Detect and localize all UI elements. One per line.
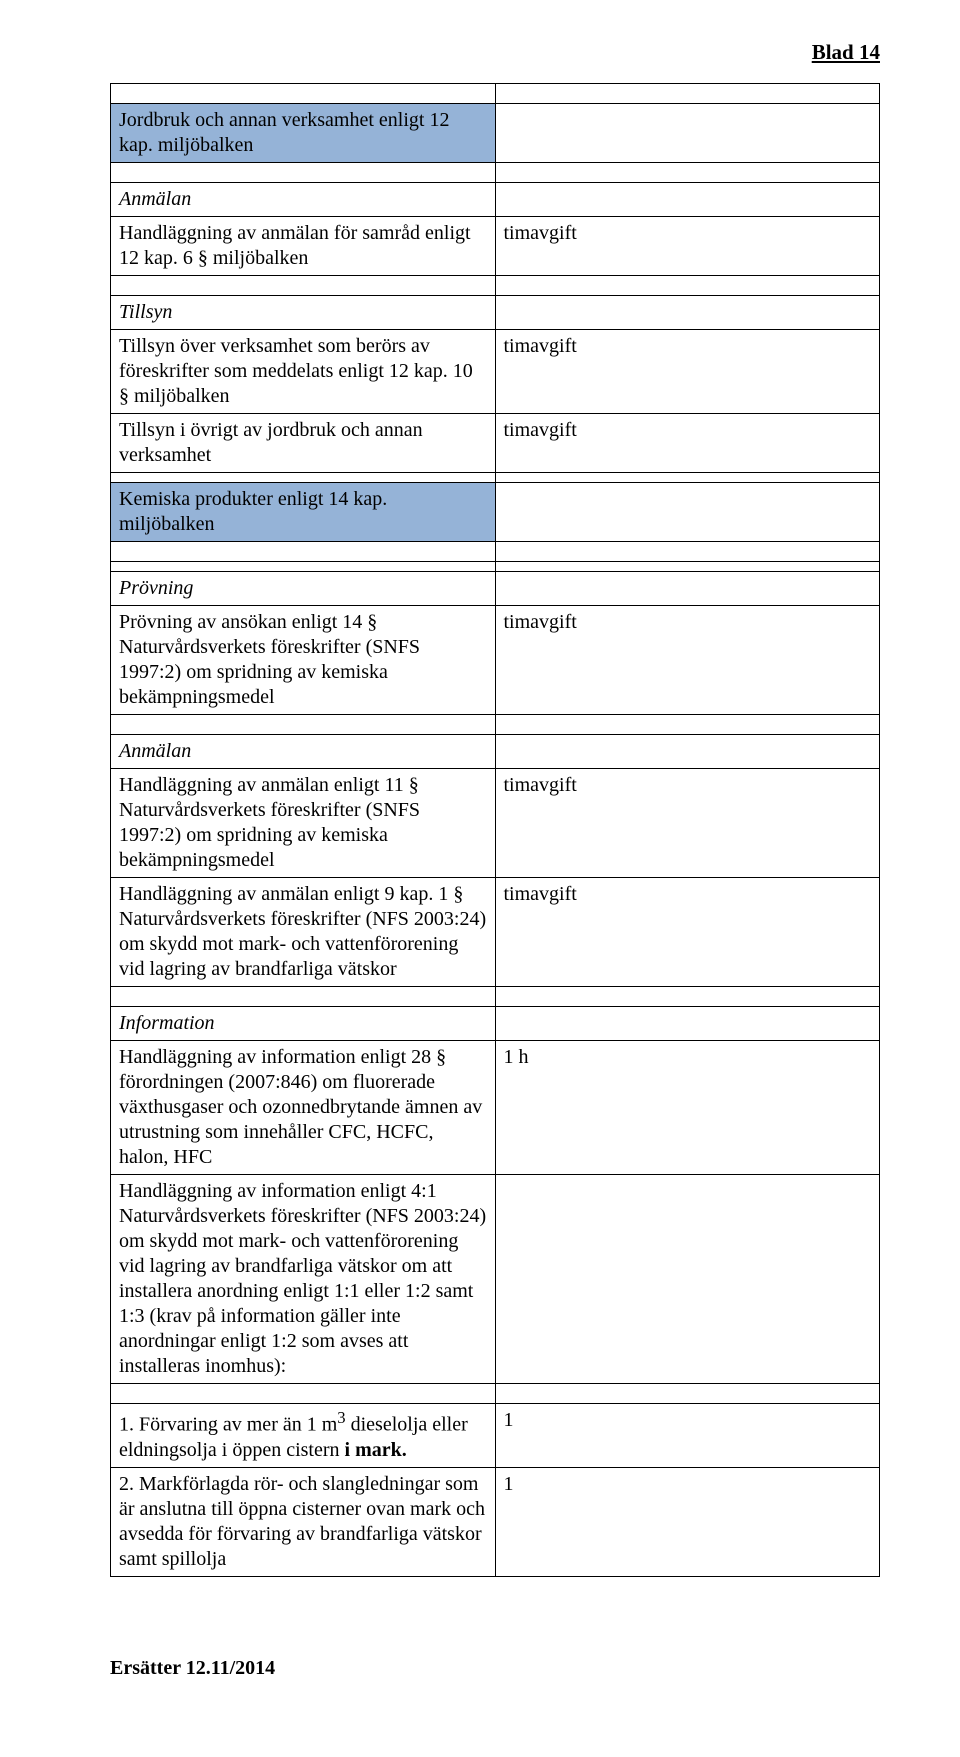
cell-empty [111, 276, 496, 296]
cell-empty [495, 483, 880, 542]
section-header-row: Jordbruk och annan verksamhet enligt 12 … [111, 104, 880, 163]
cell-empty [495, 572, 880, 606]
cell-text: Handläggning av anmälan enligt 11 § Natu… [111, 769, 496, 878]
cell-value: timavgift [495, 769, 880, 878]
table-row: Handläggning av information enligt 28 § … [111, 1041, 880, 1175]
regulation-table: Jordbruk och annan verksamhet enligt 12 … [110, 83, 880, 1577]
table-row [111, 84, 880, 104]
cell-value: 1 h [495, 1041, 880, 1175]
cell-empty [111, 562, 496, 572]
cell-empty [495, 473, 880, 483]
cell-empty [111, 1384, 496, 1404]
cell-text: Handläggning av information enligt 28 § … [111, 1041, 496, 1175]
cell-empty [111, 163, 496, 183]
cell-value: 1 [495, 1404, 880, 1468]
subheading-row: Tillsyn [111, 296, 880, 330]
table-row: Handläggning av anmälan enligt 11 § Natu… [111, 769, 880, 878]
table-row [111, 715, 880, 735]
cell-value: timavgift [495, 414, 880, 473]
row9-sup: 3 [337, 1408, 345, 1427]
table-row [111, 163, 880, 183]
cell-empty [495, 163, 880, 183]
cell-text: Tillsyn i övrigt av jordbruk och annan v… [111, 414, 496, 473]
cell-text: 1. Förvaring av mer än 1 m3 dieselolja e… [111, 1404, 496, 1468]
section-header-row: Kemiska produkter enligt 14 kap. miljöba… [111, 483, 880, 542]
page-header: Blad 14 [110, 40, 880, 65]
subheading: Anmälan [111, 183, 496, 217]
cell-text: Handläggning av information enligt 4:1 N… [111, 1175, 496, 1384]
cell-value: 1 [495, 1467, 880, 1576]
subheading-row: Prövning [111, 572, 880, 606]
table-row [111, 542, 880, 562]
cell-value: timavgift [495, 606, 880, 715]
table-row: 1. Förvaring av mer än 1 m3 dieselolja e… [111, 1404, 880, 1468]
cell-empty [111, 84, 496, 104]
cell-empty [495, 276, 880, 296]
cell-empty [495, 104, 880, 163]
cell-text: Prövning av ansökan enligt 14 § Naturvår… [111, 606, 496, 715]
subheading: Information [111, 1007, 496, 1041]
cell-value: timavgift [495, 330, 880, 414]
cell-empty [495, 987, 880, 1007]
cell-text: Tillsyn över verksamhet som berörs av fö… [111, 330, 496, 414]
cell-empty [111, 715, 496, 735]
subheading: Tillsyn [111, 296, 496, 330]
subheading: Prövning [111, 572, 496, 606]
table-row: Tillsyn i övrigt av jordbruk och annan v… [111, 414, 880, 473]
table-row: 2. Markförlagda rör- och slangledningar … [111, 1467, 880, 1576]
table-row [111, 987, 880, 1007]
page-footer: Ersätter 12.11/2014 [110, 1657, 880, 1680]
row9-pre: 1. Förvaring av mer än 1 m [119, 1414, 337, 1436]
table-row [111, 562, 880, 572]
table-row: Prövning av ansökan enligt 14 § Naturvår… [111, 606, 880, 715]
table-row: Handläggning av information enligt 4:1 N… [111, 1175, 880, 1384]
subheading: Anmälan [111, 735, 496, 769]
table-row: Handläggning av anmälan för samråd enlig… [111, 217, 880, 276]
table-row: Tillsyn över verksamhet som berörs av fö… [111, 330, 880, 414]
subheading-row: Anmälan [111, 735, 880, 769]
cell-text: 2. Markförlagda rör- och slangledningar … [111, 1467, 496, 1576]
subheading-row: Information [111, 1007, 880, 1041]
cell-empty [495, 1007, 880, 1041]
section-title: Jordbruk och annan verksamhet enligt 12 … [111, 104, 496, 163]
cell-empty [495, 1175, 880, 1384]
cell-value: timavgift [495, 217, 880, 276]
cell-empty [495, 735, 880, 769]
cell-value: timavgift [495, 878, 880, 987]
cell-empty [495, 84, 880, 104]
subheading-row: Anmälan [111, 183, 880, 217]
document-page: Blad 14 Jordbruk och annan verksamhet en… [0, 0, 960, 1720]
table-row [111, 1384, 880, 1404]
cell-empty [111, 987, 496, 1007]
cell-empty [495, 1384, 880, 1404]
cell-text: Handläggning av anmälan enligt 9 kap. 1 … [111, 878, 496, 987]
cell-text: Handläggning av anmälan för samråd enlig… [111, 217, 496, 276]
cell-empty [111, 542, 496, 562]
cell-empty [111, 473, 496, 483]
cell-empty [495, 542, 880, 562]
table-row: Handläggning av anmälan enligt 9 kap. 1 … [111, 878, 880, 987]
cell-empty [495, 715, 880, 735]
cell-empty [495, 562, 880, 572]
table-row [111, 473, 880, 483]
row9-bold: i mark. [345, 1439, 407, 1461]
cell-empty [495, 183, 880, 217]
cell-empty [495, 296, 880, 330]
section-title: Kemiska produkter enligt 14 kap. miljöba… [111, 483, 496, 542]
table-row [111, 276, 880, 296]
